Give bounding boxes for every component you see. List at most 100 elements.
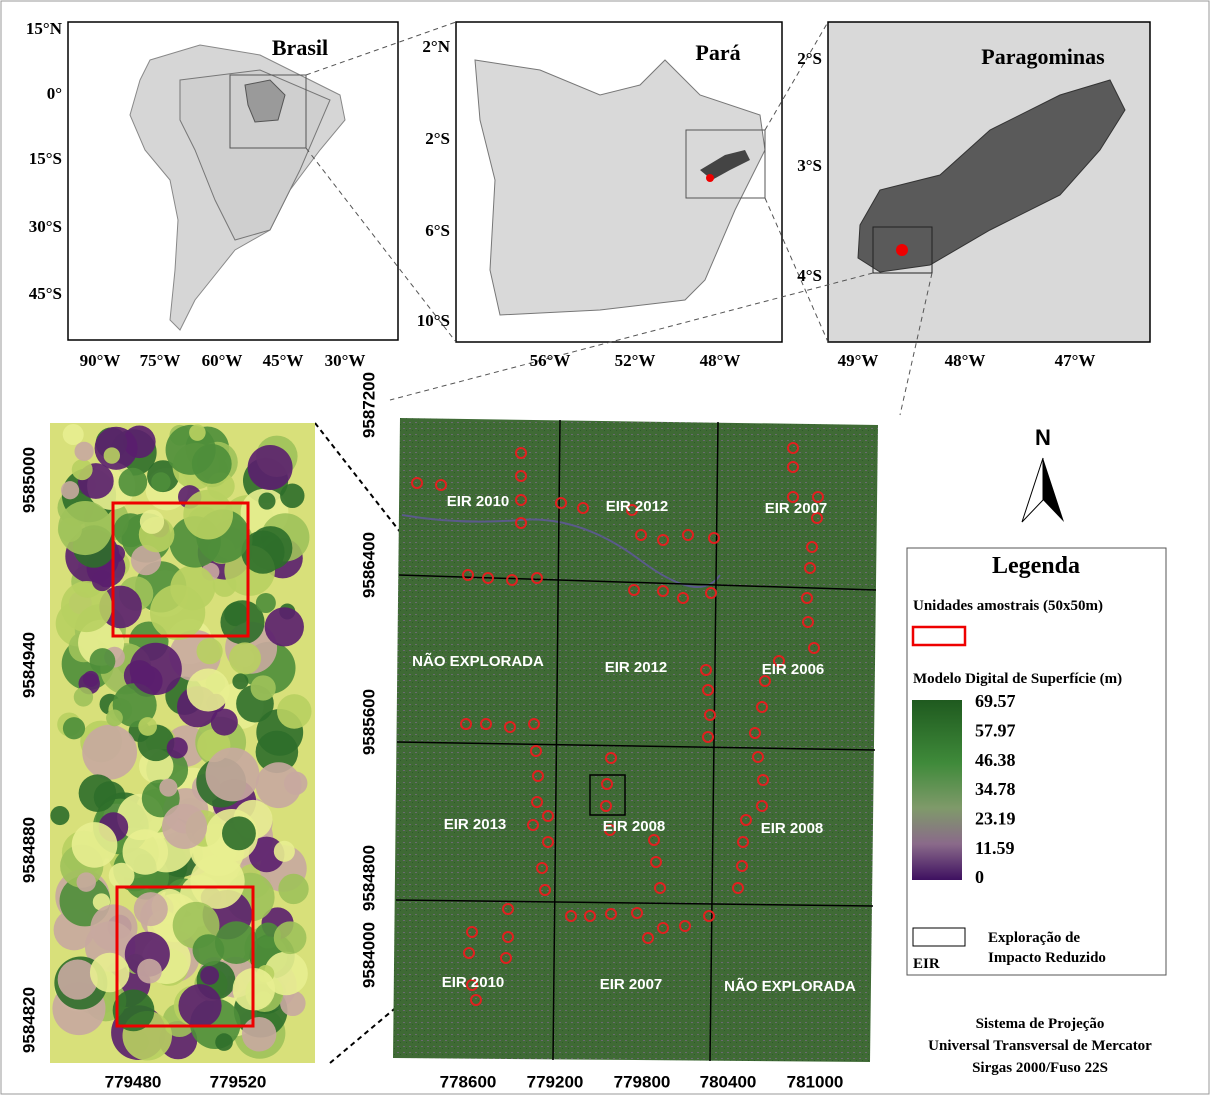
panel-title: Paragominas — [981, 44, 1105, 69]
coordinate-label: 47°W — [1055, 351, 1096, 370]
coordinate-label: 779520 — [210, 1072, 267, 1091]
raster-patch — [192, 444, 232, 484]
coordinate-label: 45°S — [29, 284, 62, 303]
coordinate-label: 52°W — [615, 351, 656, 370]
coordinate-label: 48°W — [700, 351, 741, 370]
raster-patch — [74, 687, 93, 706]
raster-patch — [72, 822, 118, 868]
paragominas-panel: Paragominas — [828, 22, 1150, 342]
raster-patch — [251, 675, 276, 700]
raster-patch — [75, 442, 94, 461]
coordinate-label: 4°S — [797, 266, 822, 285]
raster-patch — [130, 643, 182, 695]
coordinate-label: 15°S — [29, 149, 62, 168]
raster-patch — [178, 984, 221, 1027]
raster-patch — [150, 585, 205, 640]
colorbar-label: 23.19 — [975, 808, 1016, 828]
site — [706, 174, 714, 182]
coordinate-label: 2°S — [425, 129, 450, 148]
raster-patch — [189, 424, 206, 441]
site — [896, 244, 908, 256]
coordinate-label: 780400 — [700, 1072, 757, 1091]
raster-patch — [151, 472, 171, 492]
coordinate-label: 49°W — [838, 351, 879, 370]
coordinate-label: 9585600 — [359, 689, 378, 755]
coordinate-label: 9587200 — [359, 372, 378, 438]
colorbar-label: 34.78 — [975, 779, 1016, 799]
compartment-label: EIR 2006 — [762, 661, 825, 678]
colorbar-label: 46.38 — [975, 750, 1016, 770]
raster-patch — [256, 593, 276, 613]
legend-title: Legenda — [992, 553, 1080, 579]
legend-label: EIR — [913, 956, 940, 972]
raster-patch — [242, 1017, 276, 1051]
raster-patch — [222, 816, 256, 850]
coordinate-label: 6°S — [425, 221, 450, 240]
compartment-label: NÃO EXPLORADA — [412, 652, 544, 670]
colorbar-label: 69.57 — [975, 691, 1016, 711]
raster-patch — [159, 779, 177, 797]
coordinate-label: 15°N — [26, 19, 63, 38]
compartment-label: EIR 2008 — [603, 818, 666, 835]
raster-patch — [134, 892, 168, 926]
raster-patch — [278, 874, 308, 904]
raster-patch — [215, 1033, 233, 1051]
projection-line: Universal Transversal de Mercator — [928, 1038, 1152, 1054]
coordinate-label: 9584940 — [19, 632, 38, 698]
raster-patch — [63, 424, 84, 445]
raster-patch — [211, 709, 238, 736]
raster-patch — [72, 459, 93, 480]
raster-patch — [140, 510, 164, 534]
coordinate-label: 9585000 — [19, 447, 38, 513]
legend: Legenda Unidades amostrais (50x50m) Mode… — [907, 548, 1166, 975]
raster-patch — [137, 959, 162, 984]
raster-patch — [63, 717, 85, 739]
raster-patch — [229, 642, 261, 674]
compartment-label: EIR 2012 — [605, 659, 668, 676]
coordinate-label: 779480 — [105, 1072, 162, 1091]
raster-patch — [61, 481, 79, 499]
coordinate-label: 75°W — [140, 351, 181, 370]
coordinate-label: 30°W — [325, 351, 366, 370]
raster-patch — [187, 669, 230, 712]
raster-patch — [77, 872, 96, 891]
raster-patch — [277, 694, 312, 729]
panel-title: Pará — [695, 40, 740, 65]
raster-patch — [58, 501, 112, 555]
coordinate-label: 778600 — [440, 1072, 497, 1091]
colorbar — [912, 700, 962, 880]
colorbar-label: 11.59 — [975, 838, 1015, 858]
compartment-label: NÃO EXPLORADA — [724, 977, 856, 995]
raster-patch — [50, 806, 69, 825]
coordinate-label: 9584800 — [359, 845, 378, 911]
coordinate-label: 781000 — [787, 1072, 844, 1091]
raster-patch — [162, 804, 207, 849]
raster-patch — [197, 638, 223, 664]
raster-patch — [106, 710, 123, 727]
colorbar-label: 57.97 — [975, 720, 1016, 740]
compartment-label: EIR 2013 — [444, 816, 507, 833]
compartment-label: EIR 2010 — [447, 493, 510, 510]
raster-patch — [90, 953, 130, 993]
raster-patch — [119, 468, 148, 497]
compartment-label: EIR 2007 — [765, 500, 828, 517]
raster-patch — [280, 484, 304, 508]
coordinate-label: 9586400 — [359, 532, 378, 598]
coordinate-label: 9584000 — [359, 922, 378, 988]
coordinate-label: 56°W — [530, 351, 571, 370]
coordinate-label: 10°S — [417, 311, 450, 330]
colorbar-label: 0 — [975, 867, 984, 887]
coordinate-label: 45°W — [263, 351, 304, 370]
detail-raster — [50, 423, 315, 1063]
raster-patch — [248, 445, 293, 490]
raster-patch — [90, 648, 116, 674]
projection-note: Sistema de Projeção Universal Transversa… — [928, 1016, 1152, 1076]
compartment-label: EIR 2010 — [442, 974, 505, 991]
compartment-label: EIR 2008 — [761, 820, 824, 837]
coordinate-label: 60°W — [202, 351, 243, 370]
raster-patch — [190, 854, 244, 908]
raster-patch — [104, 447, 120, 463]
raster-patch — [193, 934, 225, 966]
figure: Brasil Pará Paragominas — [0, 0, 1210, 1095]
panel-title: Brasil — [272, 35, 328, 60]
